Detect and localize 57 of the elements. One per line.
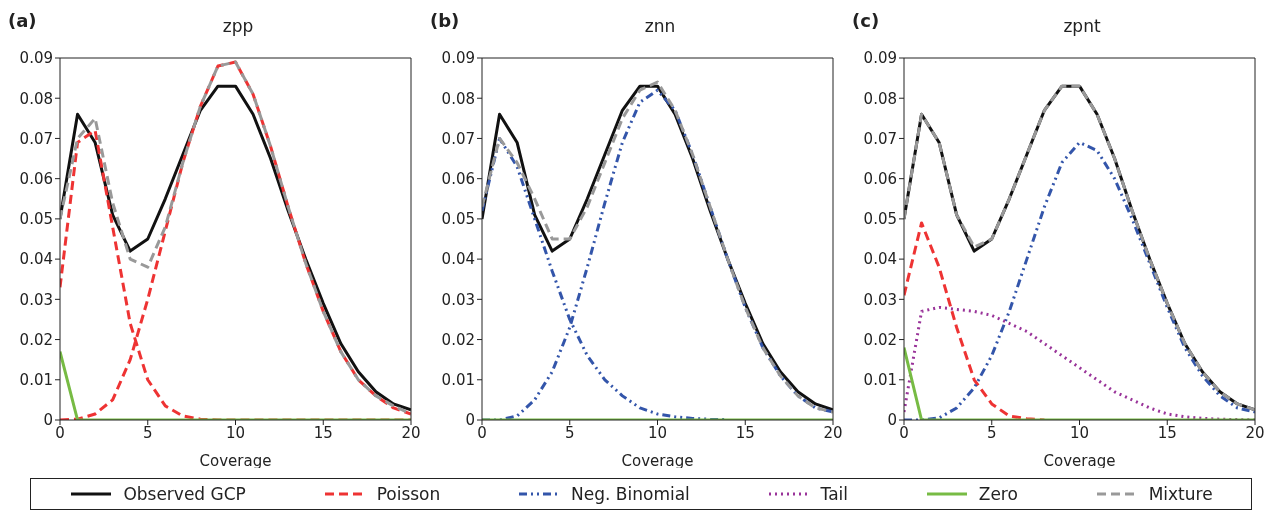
- y-tick-label: 0.07: [441, 129, 475, 148]
- y-tick-label: 0.08: [19, 89, 53, 108]
- y-tick-label: 0.08: [441, 89, 475, 108]
- y-tick-label: 0.09: [19, 49, 53, 68]
- y-tick-label: 0.02: [863, 330, 897, 349]
- y-tick-label: 0: [887, 411, 897, 430]
- legend-label: Neg. Binomial: [571, 484, 690, 504]
- y-tick-label: 0.03: [19, 290, 53, 309]
- x-tick-label: 20: [823, 423, 843, 442]
- x-tick-label: 20: [401, 423, 421, 442]
- legend-label: Zero: [978, 484, 1018, 504]
- y-tick-label: 0.06: [19, 169, 53, 188]
- y-tick-label: 0.04: [441, 250, 475, 269]
- y-tick-label: 0.02: [19, 330, 53, 349]
- x-tick-label: 5: [564, 423, 575, 442]
- y-tick-label: 0.07: [863, 129, 897, 148]
- y-tick-label: 0.06: [441, 169, 475, 188]
- y-tick-label: 0.09: [863, 49, 897, 68]
- x-tick-label: 10: [225, 423, 246, 442]
- y-tick-label: 0.02: [441, 330, 475, 349]
- y-tick-label: 0.01: [863, 371, 897, 390]
- x-tick-label: 15: [735, 423, 755, 442]
- x-tick-label: 5: [986, 423, 997, 442]
- y-tick-label: 0.04: [863, 250, 897, 269]
- y-tick-label: 0.08: [863, 89, 897, 108]
- y-tick-label: 0.04: [19, 250, 53, 269]
- y-tick-label: 0.09: [441, 49, 475, 68]
- legend-label: Poisson: [376, 484, 441, 504]
- y-tick-label: 0.01: [19, 371, 53, 390]
- x-tick-label: 0: [899, 423, 909, 442]
- y-tick-label: 0: [43, 411, 53, 430]
- x-tick-label: 0: [55, 423, 65, 442]
- y-tick-label: 0: [465, 411, 475, 430]
- y-tick-label: 0.07: [19, 129, 53, 148]
- y-tick-label: 0.06: [863, 169, 897, 188]
- legend-label: Tail: [820, 484, 848, 504]
- text: (c): [852, 10, 880, 31]
- chart-title: zpp: [221, 16, 255, 36]
- chart-title: znn: [643, 16, 677, 36]
- y-tick-label: 0.05: [441, 210, 475, 229]
- y-tick-label: 0.03: [863, 290, 897, 309]
- x-tick-label: 20: [1245, 423, 1265, 442]
- text: (b): [430, 10, 460, 31]
- x-tick-label: 0: [477, 423, 487, 442]
- legend-label: Mixture: [1148, 484, 1213, 504]
- y-tick-label: 0.01: [441, 371, 475, 390]
- x-tick-label: 5: [142, 423, 153, 442]
- y-tick-label: 0.03: [441, 290, 475, 309]
- x-tick-label: 15: [313, 423, 333, 442]
- y-tick-label: 0.05: [863, 210, 897, 229]
- y-tick-label: 0.05: [19, 210, 53, 229]
- text: (a): [8, 10, 37, 31]
- x-tick-label: 10: [647, 423, 668, 442]
- chart-title: zpnt: [1062, 16, 1102, 36]
- x-tick-label: 15: [1157, 423, 1177, 442]
- legend-label: Observed GCP: [123, 484, 246, 504]
- x-tick-label: 10: [1069, 423, 1090, 442]
